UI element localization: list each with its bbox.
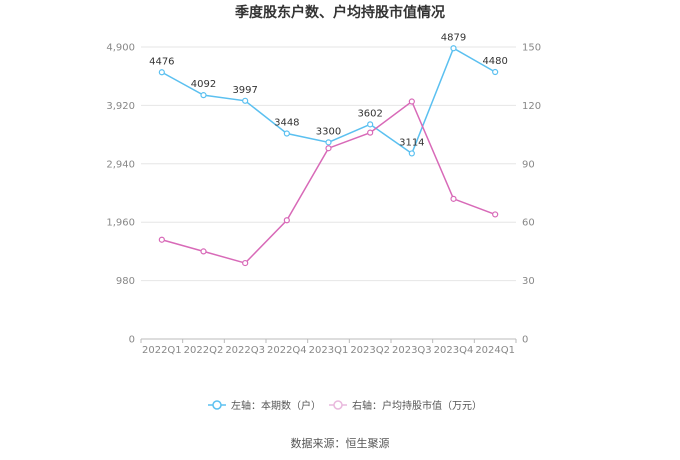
data-labels: 4476 4092 3997 3448 3300 3602 3114 4879 4480 xyxy=(149,32,508,148)
left-tick-label: 1,960 xyxy=(106,218,135,229)
data-point xyxy=(242,259,249,267)
right-tick-label: 0 xyxy=(522,335,528,346)
legend-marker-right xyxy=(333,400,343,410)
left-tick-label: 0 xyxy=(129,335,135,346)
left-tick-label: 3,920 xyxy=(106,101,135,112)
legend-item-left[interactable]: 左轴：本期数（户） xyxy=(208,399,321,412)
x-tick-label: 2022Q4 xyxy=(267,345,307,356)
legend-label-right: 右轴：户均持股市值（万元） xyxy=(352,399,482,412)
data-label: 3602 xyxy=(357,108,382,119)
right-tick-label: 60 xyxy=(522,218,535,229)
legend-label-left: 左轴：本期数（户） xyxy=(231,399,321,412)
x-tick-label: 2022Q3 xyxy=(225,345,265,356)
left-axis: 4,900 3,920 2,940 1,960 980 0 xyxy=(106,43,135,346)
x-tick-label: 2022Q2 xyxy=(184,345,224,356)
data-point xyxy=(492,211,499,218)
data-label: 3997 xyxy=(232,85,257,96)
data-point xyxy=(158,236,165,243)
data-point xyxy=(200,92,207,99)
x-tick-label: 2023Q1 xyxy=(309,345,349,356)
x-tick-label: 2022Q1 xyxy=(142,345,182,356)
data-point xyxy=(367,121,374,128)
right-axis: 150 120 90 60 30 0 xyxy=(522,43,541,346)
data-label: 3448 xyxy=(274,118,299,129)
x-tick-label: 2024Q1 xyxy=(475,345,515,356)
data-label: 4480 xyxy=(482,56,507,67)
data-point xyxy=(158,69,165,76)
data-label: 3300 xyxy=(316,126,341,137)
data-point xyxy=(242,97,249,104)
right-tick-label: 30 xyxy=(522,276,535,287)
x-axis: 2022Q1 2022Q2 2022Q3 2022Q4 2023Q1 2023Q2 2023… xyxy=(140,338,517,356)
x-tick-label: 2023Q3 xyxy=(392,345,432,356)
x-tick-label: 2023Q2 xyxy=(350,345,390,356)
data-point xyxy=(325,145,332,152)
series-layer xyxy=(158,45,499,267)
legend-item-right[interactable]: 右轴：户均持股市值（万元） xyxy=(329,399,482,412)
left-tick-label: 4,900 xyxy=(106,43,135,54)
x-tick-label: 2023Q4 xyxy=(434,345,474,356)
data-label: 4879 xyxy=(441,32,466,43)
data-label: 4476 xyxy=(149,56,174,67)
legend-marker-left xyxy=(212,400,222,410)
series-line-left xyxy=(161,47,496,155)
data-point xyxy=(200,248,207,255)
data-point xyxy=(408,98,415,105)
data-point xyxy=(283,217,290,224)
data-point xyxy=(367,129,374,136)
data-point xyxy=(450,195,457,202)
data-point xyxy=(450,45,457,52)
left-tick-label: 980 xyxy=(116,276,135,287)
right-tick-label: 150 xyxy=(522,43,541,54)
right-tick-label: 120 xyxy=(522,101,541,112)
data-point xyxy=(408,150,415,157)
left-tick-label: 2,940 xyxy=(106,159,135,170)
data-point xyxy=(492,68,499,76)
chart-title: 季度股东户数、户均持股市值情况 xyxy=(234,4,445,21)
data-label: 3114 xyxy=(399,137,424,148)
legend: 左轴：本期数（户） 右轴：户均持股市值（万元） xyxy=(208,399,482,412)
data-point xyxy=(283,130,290,137)
right-tick-label: 90 xyxy=(522,159,535,170)
source-note: 数据来源：恒生聚源 xyxy=(291,436,390,450)
data-point xyxy=(325,139,332,146)
data-label: 4092 xyxy=(191,79,216,90)
